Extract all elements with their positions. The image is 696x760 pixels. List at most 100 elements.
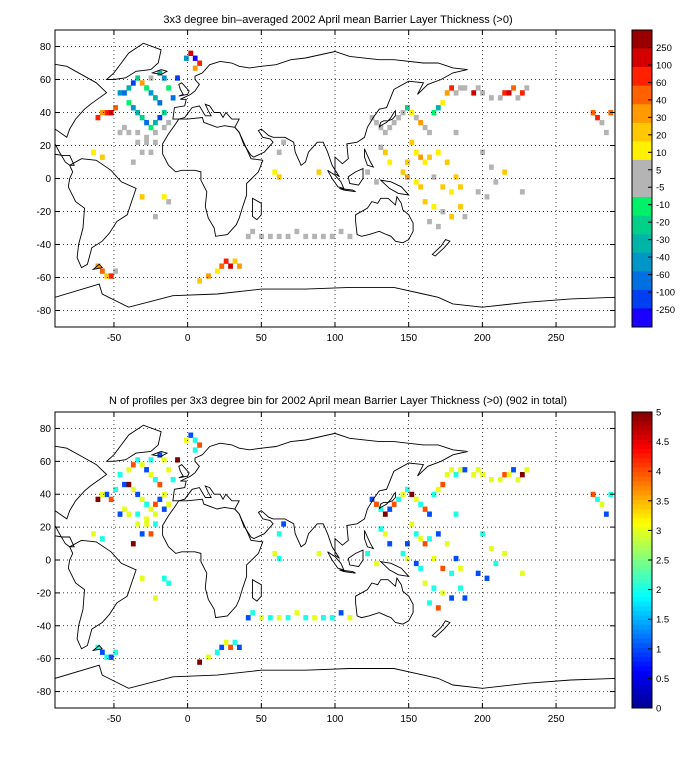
data-cell [458, 204, 463, 210]
colorbar-segment [632, 495, 652, 501]
coastline [105, 424, 162, 462]
data-cell [435, 605, 441, 611]
data-cell [192, 437, 198, 443]
data-cell [378, 144, 384, 151]
data-cell [435, 105, 441, 111]
data-cell [378, 124, 384, 131]
data-cell [153, 476, 158, 483]
data-cell [144, 516, 149, 522]
colorbar-label: 3 [656, 526, 661, 537]
colorbar-segment [632, 67, 652, 86]
coastline [178, 82, 190, 97]
data-cell [214, 268, 220, 274]
data-cell [113, 649, 119, 655]
y-tick-label: 0 [45, 556, 51, 567]
colorbar-segment [632, 620, 652, 626]
data-cell [449, 595, 455, 601]
colorbar-segment [632, 48, 652, 68]
coastline [355, 576, 414, 625]
colorbar-segment [632, 490, 652, 496]
data-cell [126, 129, 132, 136]
data-cell [99, 110, 105, 116]
data-cell [435, 223, 441, 230]
y-tick-label: -60 [37, 273, 52, 284]
y-tick-label: 80 [40, 424, 52, 435]
data-cell [484, 575, 490, 581]
data-cell [422, 580, 428, 586]
data-cell [489, 476, 494, 483]
data-cell [489, 546, 494, 552]
data-cell [502, 550, 508, 557]
data-cell [157, 481, 163, 488]
coastline [379, 560, 410, 578]
data-cell [431, 491, 437, 498]
colorbar-frame [631, 29, 653, 328]
data-cell [153, 595, 158, 601]
data-cell [453, 90, 459, 96]
y-tick-label: -80 [37, 306, 52, 317]
data-cell [285, 233, 291, 240]
data-cell [382, 129, 388, 136]
coastline [55, 445, 108, 548]
data-cell [237, 263, 242, 269]
data-cell [338, 610, 344, 616]
data-cell [192, 55, 198, 61]
data-cell [130, 105, 136, 111]
data-cell [405, 159, 410, 165]
colorbar-label: -250 [656, 305, 675, 316]
data-cell [458, 467, 463, 473]
data-cell [183, 437, 189, 443]
data-cell [126, 511, 132, 517]
data-cell [590, 110, 596, 116]
data-cell [139, 80, 145, 86]
data-cell [153, 95, 158, 101]
data-cell [104, 110, 110, 116]
colorbar-segment [632, 449, 652, 455]
data-cell [480, 90, 485, 96]
colorbar-label: 2.5 [656, 556, 669, 567]
data-cell [104, 273, 110, 279]
data-cell [418, 565, 424, 572]
colorbar-label: 1.5 [656, 615, 669, 626]
data-cell [161, 194, 167, 200]
data-cell [338, 228, 344, 235]
colorbar-segment [632, 629, 652, 635]
data-cell [130, 80, 136, 86]
coastline [339, 569, 356, 574]
colorbar-segment [632, 486, 652, 492]
data-cell [144, 85, 149, 91]
coastline [327, 169, 345, 190]
data-cell [161, 491, 167, 498]
coastline [55, 63, 108, 166]
data-cell [188, 432, 194, 438]
data-cell [391, 119, 397, 126]
data-cell [422, 506, 428, 512]
colorbar-segment [632, 703, 652, 709]
coastline [150, 451, 169, 457]
data-cell [139, 114, 145, 121]
data-cell [294, 610, 300, 616]
data-cell [161, 124, 167, 131]
coastline [55, 283, 615, 327]
colorbar-segment [632, 289, 652, 309]
y-tick-label: -20 [37, 207, 52, 218]
data-cell [148, 75, 154, 81]
data-cell [312, 233, 317, 240]
coastline [172, 432, 468, 559]
colorbar-segment [632, 421, 652, 427]
coastline [178, 464, 190, 479]
x-tick-label: -50 [107, 333, 122, 344]
data-cell [462, 213, 468, 220]
data-cell [427, 600, 432, 606]
data-cell [435, 149, 441, 155]
data-cell [161, 457, 167, 463]
data-cell [135, 139, 141, 146]
y-tick-label: 20 [40, 141, 52, 152]
colorbar-segment [632, 657, 652, 663]
colorbar-segment [632, 638, 652, 644]
y-tick-label: -40 [37, 621, 52, 632]
data-cell [166, 580, 172, 586]
data-cell [462, 85, 468, 91]
data-cell [144, 521, 149, 527]
